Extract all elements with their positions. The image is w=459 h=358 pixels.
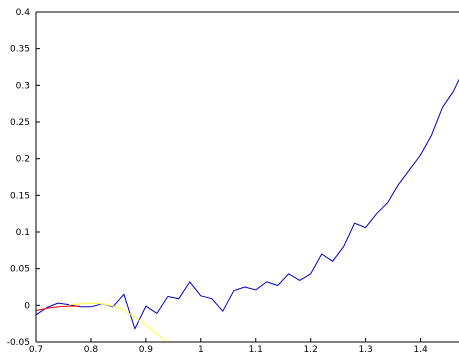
series-line-2 bbox=[68, 302, 167, 342]
x-tick-label: 0.7 bbox=[29, 345, 43, 355]
y-tick-label: 0.05 bbox=[10, 265, 30, 275]
series-line-1 bbox=[36, 305, 80, 311]
x-axis-ticks: 0.7 0.8 0.9 1 1.1 1.2 1.3 1.4 bbox=[29, 338, 428, 355]
y-tick-label: 0.1 bbox=[16, 228, 30, 238]
x-tick-label: 1.4 bbox=[413, 345, 428, 355]
plot-area bbox=[36, 12, 459, 342]
x-tick-label: 1.1 bbox=[249, 345, 263, 355]
series-layer bbox=[36, 79, 459, 342]
y-tick-label: 0.2 bbox=[16, 155, 30, 165]
x-tick-label: 1.3 bbox=[358, 345, 372, 355]
x-tick-label: 0.8 bbox=[84, 345, 99, 355]
y-tick-label: 0.35 bbox=[10, 45, 30, 55]
y-axis-ticks: -0.05 0 0.05 0.1 0.15 0.2 0.25 0.3 0.35 0.4 bbox=[7, 8, 40, 348]
y-tick-label: 0.3 bbox=[16, 81, 30, 91]
y-tick-label: 0.15 bbox=[10, 191, 30, 201]
axes-layer bbox=[35, 11, 459, 343]
y-tick-label: 0 bbox=[24, 301, 30, 311]
y-tick-label: 0.4 bbox=[16, 8, 31, 18]
y-tick-label: -0.05 bbox=[7, 338, 30, 348]
y-tick-label: 0.25 bbox=[10, 118, 30, 128]
x-tick-label: 1.2 bbox=[304, 345, 318, 355]
x-tick-label: 1 bbox=[198, 345, 204, 355]
x-tick-label: 0.9 bbox=[139, 345, 154, 355]
